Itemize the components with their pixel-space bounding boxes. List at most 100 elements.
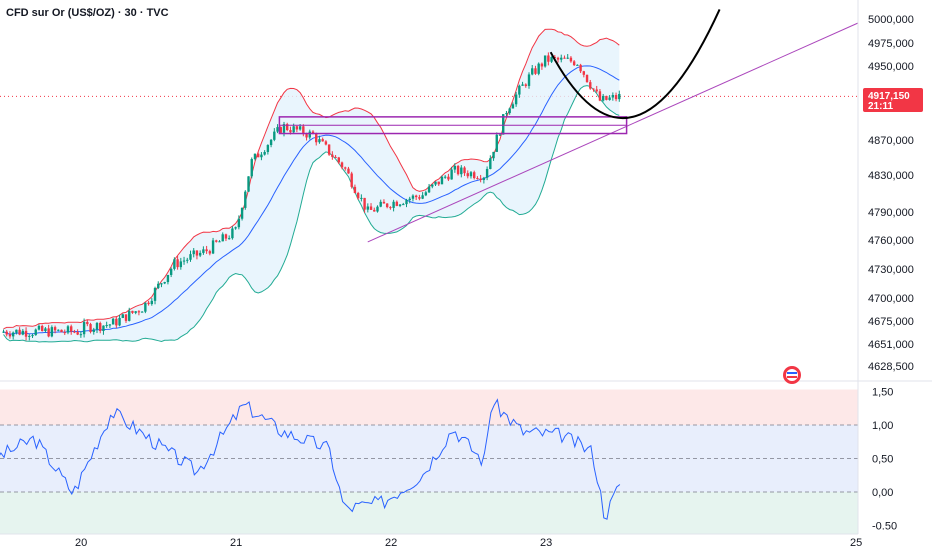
candle-body	[414, 195, 418, 198]
price-tick: 4975,000	[868, 38, 914, 50]
osc-tick: 0,00	[872, 487, 893, 499]
projection-curve	[549, 8, 721, 120]
candle-body	[269, 139, 273, 146]
candle-body	[128, 310, 131, 321]
candle-body	[53, 327, 57, 331]
candle-body	[144, 302, 147, 312]
candle-body	[508, 108, 511, 114]
candle-body	[205, 249, 208, 252]
price-tick: 4700,000	[868, 293, 914, 305]
candle-body	[456, 165, 460, 175]
candle-body	[137, 311, 141, 313]
candle-body	[350, 173, 353, 187]
candle-body	[44, 328, 47, 332]
candle-body	[15, 329, 18, 333]
candle-body	[50, 327, 54, 337]
candle-body	[495, 134, 498, 152]
time-tick: 21	[230, 537, 242, 549]
candle-body	[424, 192, 428, 196]
candle-body	[469, 172, 473, 177]
time-tick: 20	[75, 537, 87, 549]
flag-stripe	[787, 376, 797, 378]
candle-body	[324, 141, 328, 145]
candle-body	[66, 326, 70, 333]
price-tick: 4830,000	[868, 170, 914, 182]
candle-body	[276, 127, 279, 132]
price-panel[interactable]	[0, 8, 859, 343]
candle-body	[537, 63, 540, 74]
flag-stripe	[787, 372, 797, 374]
candle-body	[431, 184, 434, 187]
candle-body	[160, 283, 163, 285]
candle-body	[47, 328, 50, 337]
candle-body	[363, 197, 366, 210]
osc-zone-high	[0, 389, 858, 425]
candle-body	[608, 97, 611, 100]
price-tick: 4730,000	[868, 264, 914, 276]
candle-body	[70, 326, 73, 332]
candle-body	[556, 57, 560, 60]
osc-zone-low	[0, 492, 858, 534]
candle-body	[485, 168, 489, 178]
candle-body	[95, 323, 99, 330]
bollinger-basis	[3, 65, 620, 335]
candle-body	[34, 329, 37, 336]
candle-body	[376, 206, 379, 212]
candle-body	[408, 198, 411, 201]
candle-body	[618, 93, 621, 100]
candle-body	[86, 321, 89, 325]
candle-body	[443, 176, 447, 178]
price-tick: 4675,000	[868, 316, 914, 328]
candle-body	[569, 57, 573, 62]
us-flag-icon[interactable]	[783, 366, 801, 384]
price-tag-value: 4917,150	[868, 91, 910, 102]
candle-body	[105, 325, 108, 327]
candle-body	[585, 74, 589, 83]
candle-body	[37, 325, 41, 330]
candle-body	[421, 195, 424, 199]
candle-body	[302, 126, 305, 135]
candle-body	[118, 317, 121, 326]
candle-body	[76, 332, 79, 335]
candle-body	[153, 288, 157, 301]
candle-body	[521, 84, 524, 86]
oscillator-panel[interactable]	[0, 389, 858, 535]
candle-body	[373, 209, 376, 212]
candle-body	[211, 240, 215, 254]
price-tag-countdown: 21:11	[868, 101, 893, 112]
candle-body	[418, 197, 421, 199]
candle-body	[385, 203, 389, 208]
candle-body	[169, 268, 173, 275]
candle-body	[389, 207, 392, 209]
candle-body	[366, 206, 370, 210]
candle-body	[566, 57, 569, 59]
candle-body	[434, 181, 437, 185]
candle-body	[99, 323, 102, 332]
candle-body	[605, 95, 608, 100]
candle-body	[237, 218, 241, 228]
candle-body	[334, 156, 337, 158]
candle-body	[595, 89, 598, 92]
candle-body	[202, 249, 205, 253]
candle-body	[315, 134, 318, 143]
candle-body	[289, 130, 292, 133]
candle-body	[572, 61, 576, 66]
candle-body	[82, 321, 86, 335]
osc-tick: 1,50	[872, 387, 893, 399]
candle-body	[134, 311, 137, 313]
time-tick: 22	[385, 537, 397, 549]
candle-body	[2, 331, 5, 333]
candle-body	[479, 178, 482, 181]
candle-body	[227, 238, 231, 240]
candle-body	[131, 310, 134, 313]
candle-body	[157, 283, 160, 289]
time-tick: 23	[540, 537, 552, 549]
candle-body	[24, 330, 28, 337]
candle-body	[505, 113, 508, 115]
candle-body	[234, 227, 237, 229]
price-tick: 4870,000	[868, 135, 914, 147]
candle-body	[611, 95, 615, 98]
candle-body	[511, 104, 515, 109]
candle-body	[369, 206, 373, 210]
